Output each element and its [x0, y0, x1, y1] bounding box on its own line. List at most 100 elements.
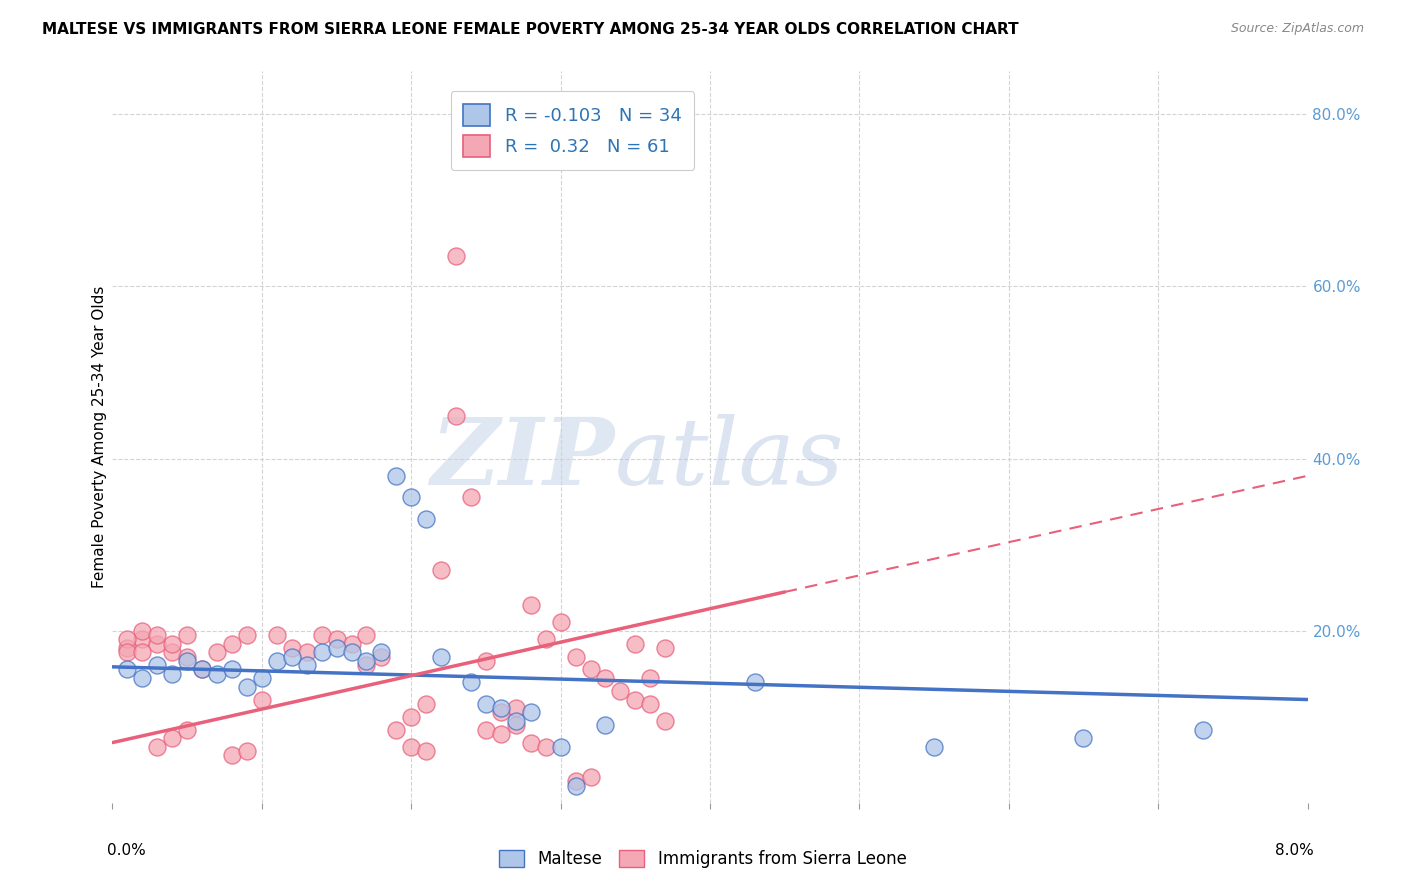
- Point: [146, 628, 169, 642]
- Point: [356, 654, 378, 668]
- Point: [117, 645, 139, 659]
- Point: [370, 649, 392, 664]
- Point: [205, 666, 228, 681]
- Point: [236, 628, 259, 642]
- Point: [489, 706, 512, 720]
- Point: [221, 662, 243, 676]
- Point: [295, 658, 318, 673]
- Point: [131, 645, 153, 659]
- Point: [401, 739, 423, 754]
- Point: [146, 637, 169, 651]
- Point: [489, 727, 512, 741]
- Point: [534, 632, 557, 647]
- Point: [624, 637, 647, 651]
- Text: 0.0%: 0.0%: [107, 843, 145, 858]
- Point: [162, 637, 183, 651]
- Point: [444, 249, 467, 263]
- Point: [266, 628, 288, 642]
- Point: [550, 615, 572, 629]
- Point: [654, 640, 676, 655]
- Point: [534, 739, 557, 754]
- Point: [221, 637, 243, 651]
- Point: [236, 744, 259, 758]
- Point: [176, 654, 198, 668]
- Point: [922, 739, 945, 754]
- Point: [117, 662, 139, 676]
- Point: [281, 640, 304, 655]
- Point: [460, 491, 482, 505]
- Point: [609, 684, 631, 698]
- Point: [595, 718, 617, 732]
- Point: [236, 680, 259, 694]
- Point: [415, 512, 437, 526]
- Y-axis label: Female Poverty Among 25-34 Year Olds: Female Poverty Among 25-34 Year Olds: [91, 286, 107, 588]
- Point: [191, 662, 214, 676]
- Point: [444, 409, 467, 423]
- Point: [475, 723, 498, 737]
- Point: [311, 645, 333, 659]
- Point: [505, 714, 527, 728]
- Point: [640, 697, 662, 711]
- Point: [564, 774, 586, 789]
- Point: [654, 714, 676, 728]
- Point: [221, 748, 243, 763]
- Point: [162, 645, 183, 659]
- Point: [475, 654, 498, 668]
- Point: [325, 632, 347, 647]
- Point: [250, 692, 273, 706]
- Point: [385, 468, 408, 483]
- Point: [385, 723, 408, 737]
- Point: [430, 564, 453, 578]
- Point: [415, 744, 437, 758]
- Point: [401, 710, 423, 724]
- Point: [744, 675, 766, 690]
- Point: [356, 658, 378, 673]
- Point: [460, 675, 482, 690]
- Point: [595, 671, 617, 685]
- Legend: Maltese, Immigrants from Sierra Leone: Maltese, Immigrants from Sierra Leone: [492, 843, 914, 875]
- Point: [520, 598, 543, 612]
- Point: [489, 701, 512, 715]
- Text: MALTESE VS IMMIGRANTS FROM SIERRA LEONE FEMALE POVERTY AMONG 25-34 YEAR OLDS COR: MALTESE VS IMMIGRANTS FROM SIERRA LEONE …: [42, 22, 1019, 37]
- Text: Source: ZipAtlas.com: Source: ZipAtlas.com: [1230, 22, 1364, 36]
- Point: [505, 718, 527, 732]
- Point: [550, 739, 572, 754]
- Point: [117, 640, 139, 655]
- Point: [520, 735, 543, 749]
- Point: [340, 637, 363, 651]
- Point: [131, 624, 153, 638]
- Point: [401, 491, 423, 505]
- Point: [370, 645, 392, 659]
- Text: ZIP: ZIP: [430, 414, 614, 504]
- Point: [162, 731, 183, 746]
- Text: 8.0%: 8.0%: [1275, 843, 1313, 858]
- Point: [295, 645, 318, 659]
- Point: [356, 628, 378, 642]
- Point: [250, 671, 273, 685]
- Point: [624, 692, 647, 706]
- Point: [205, 645, 228, 659]
- Point: [1073, 731, 1095, 746]
- Point: [325, 640, 347, 655]
- Point: [146, 739, 169, 754]
- Point: [564, 779, 586, 793]
- Point: [430, 649, 453, 664]
- Point: [131, 671, 153, 685]
- Point: [191, 662, 214, 676]
- Point: [266, 654, 288, 668]
- Point: [131, 632, 153, 647]
- Point: [520, 706, 543, 720]
- Point: [162, 666, 183, 681]
- Point: [505, 701, 527, 715]
- Point: [579, 662, 602, 676]
- Point: [475, 697, 498, 711]
- Point: [176, 649, 198, 664]
- Point: [311, 628, 333, 642]
- Point: [564, 649, 586, 664]
- Point: [176, 628, 198, 642]
- Point: [640, 671, 662, 685]
- Point: [281, 649, 304, 664]
- Text: atlas: atlas: [614, 414, 844, 504]
- Point: [1192, 723, 1215, 737]
- Point: [340, 645, 363, 659]
